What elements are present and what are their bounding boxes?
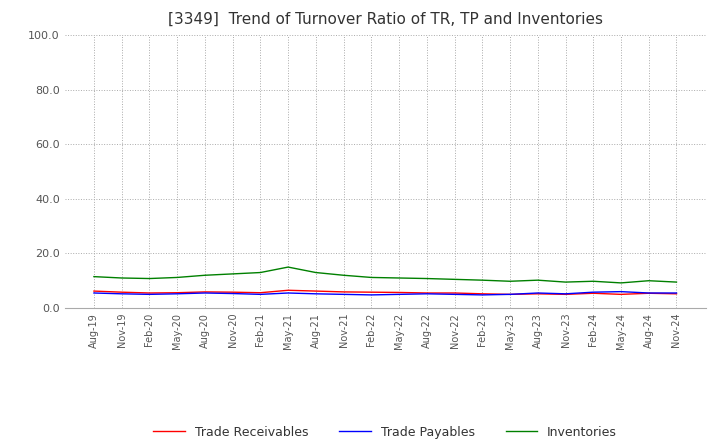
Inventories — [505, 279, 514, 284]
Inventories — [284, 264, 292, 270]
Trade Payables — [256, 292, 265, 297]
Trade Payables — [89, 290, 98, 296]
Trade Payables — [478, 292, 487, 297]
Trade Receivables — [256, 290, 265, 295]
Trade Payables — [561, 291, 570, 297]
Trade Payables — [672, 290, 681, 296]
Trade Payables — [450, 292, 459, 297]
Trade Payables — [644, 290, 653, 296]
Trade Receivables — [644, 291, 653, 296]
Trade Receivables — [145, 290, 154, 296]
Inventories — [478, 278, 487, 283]
Title: [3349]  Trend of Turnover Ratio of TR, TP and Inventories: [3349] Trend of Turnover Ratio of TR, TP… — [168, 12, 603, 27]
Trade Receivables — [505, 292, 514, 297]
Trade Receivables — [117, 290, 126, 295]
Trade Payables — [339, 292, 348, 297]
Trade Receivables — [534, 291, 542, 297]
Inventories — [561, 279, 570, 285]
Trade Receivables — [450, 290, 459, 296]
Trade Receivables — [201, 289, 210, 294]
Inventories — [395, 275, 403, 281]
Trade Receivables — [312, 289, 320, 294]
Inventories — [644, 278, 653, 283]
Trade Receivables — [284, 288, 292, 293]
Trade Receivables — [561, 292, 570, 297]
Inventories — [616, 280, 625, 286]
Trade Payables — [505, 292, 514, 297]
Inventories — [312, 270, 320, 275]
Line: Trade Payables: Trade Payables — [94, 292, 677, 295]
Trade Payables — [312, 291, 320, 297]
Inventories — [201, 273, 210, 278]
Inventories — [589, 279, 598, 284]
Inventories — [534, 278, 542, 283]
Trade Payables — [423, 291, 431, 297]
Line: Trade Receivables: Trade Receivables — [94, 290, 677, 294]
Trade Receivables — [616, 292, 625, 297]
Inventories — [339, 273, 348, 278]
Inventories — [672, 279, 681, 285]
Trade Receivables — [173, 290, 181, 295]
Inventories — [117, 275, 126, 281]
Inventories — [145, 276, 154, 281]
Inventories — [450, 277, 459, 282]
Trade Receivables — [89, 289, 98, 294]
Inventories — [89, 274, 98, 279]
Trade Payables — [145, 292, 154, 297]
Trade Receivables — [228, 290, 237, 295]
Trade Payables — [117, 291, 126, 297]
Trade Payables — [395, 292, 403, 297]
Trade Payables — [367, 292, 376, 297]
Trade Receivables — [367, 290, 376, 295]
Trade Payables — [201, 290, 210, 296]
Trade Payables — [589, 290, 598, 295]
Inventories — [173, 275, 181, 280]
Trade Receivables — [672, 291, 681, 297]
Trade Payables — [173, 291, 181, 297]
Inventories — [228, 271, 237, 276]
Legend: Trade Receivables, Trade Payables, Inventories: Trade Receivables, Trade Payables, Inven… — [148, 421, 622, 440]
Trade Receivables — [395, 290, 403, 295]
Line: Inventories: Inventories — [94, 267, 677, 283]
Inventories — [256, 270, 265, 275]
Trade Payables — [616, 289, 625, 294]
Trade Payables — [228, 291, 237, 296]
Trade Payables — [284, 290, 292, 296]
Trade Receivables — [339, 289, 348, 294]
Trade Payables — [534, 290, 542, 296]
Inventories — [367, 275, 376, 280]
Inventories — [423, 276, 431, 281]
Trade Receivables — [589, 291, 598, 296]
Trade Receivables — [423, 290, 431, 296]
Trade Receivables — [478, 291, 487, 297]
